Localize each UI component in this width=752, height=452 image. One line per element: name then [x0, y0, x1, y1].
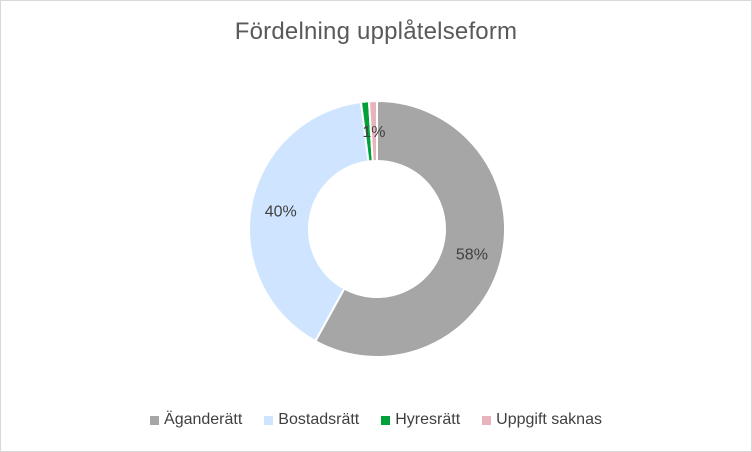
slice-äganderätt	[313, 99, 506, 358]
legend-item: Bostadsrätt	[264, 411, 359, 429]
legend-label: Bostadsrätt	[278, 411, 360, 428]
chart-title: Fördelning upplåtelseform	[234, 18, 518, 45]
chart-legend: Äganderätt Bostadsrätt Hyresrätt Uppgift sa…	[0, 411, 752, 429]
legend-item: Äganderätt	[150, 411, 242, 429]
legend-label: Äganderätt	[164, 411, 243, 428]
slice-uppgift-saknas	[367, 99, 378, 163]
legend-label: Hyresrätt	[395, 411, 461, 428]
legend-swatch	[264, 415, 274, 425]
legend-swatch	[150, 415, 160, 425]
data-label-bostadsrätt: 40%	[265, 204, 297, 221]
slice-bostadsrätt	[248, 100, 370, 343]
legend-label: Uppgift saknas	[496, 411, 602, 428]
legend-swatch	[482, 415, 492, 425]
data-label-äganderätt: 58%	[456, 246, 488, 263]
legend-item: Hyresrätt	[381, 411, 460, 429]
legend-swatch	[381, 415, 391, 425]
legend-item: Uppgift saknas	[482, 411, 602, 429]
data-label-uppgift-saknas: 1%	[362, 124, 385, 141]
